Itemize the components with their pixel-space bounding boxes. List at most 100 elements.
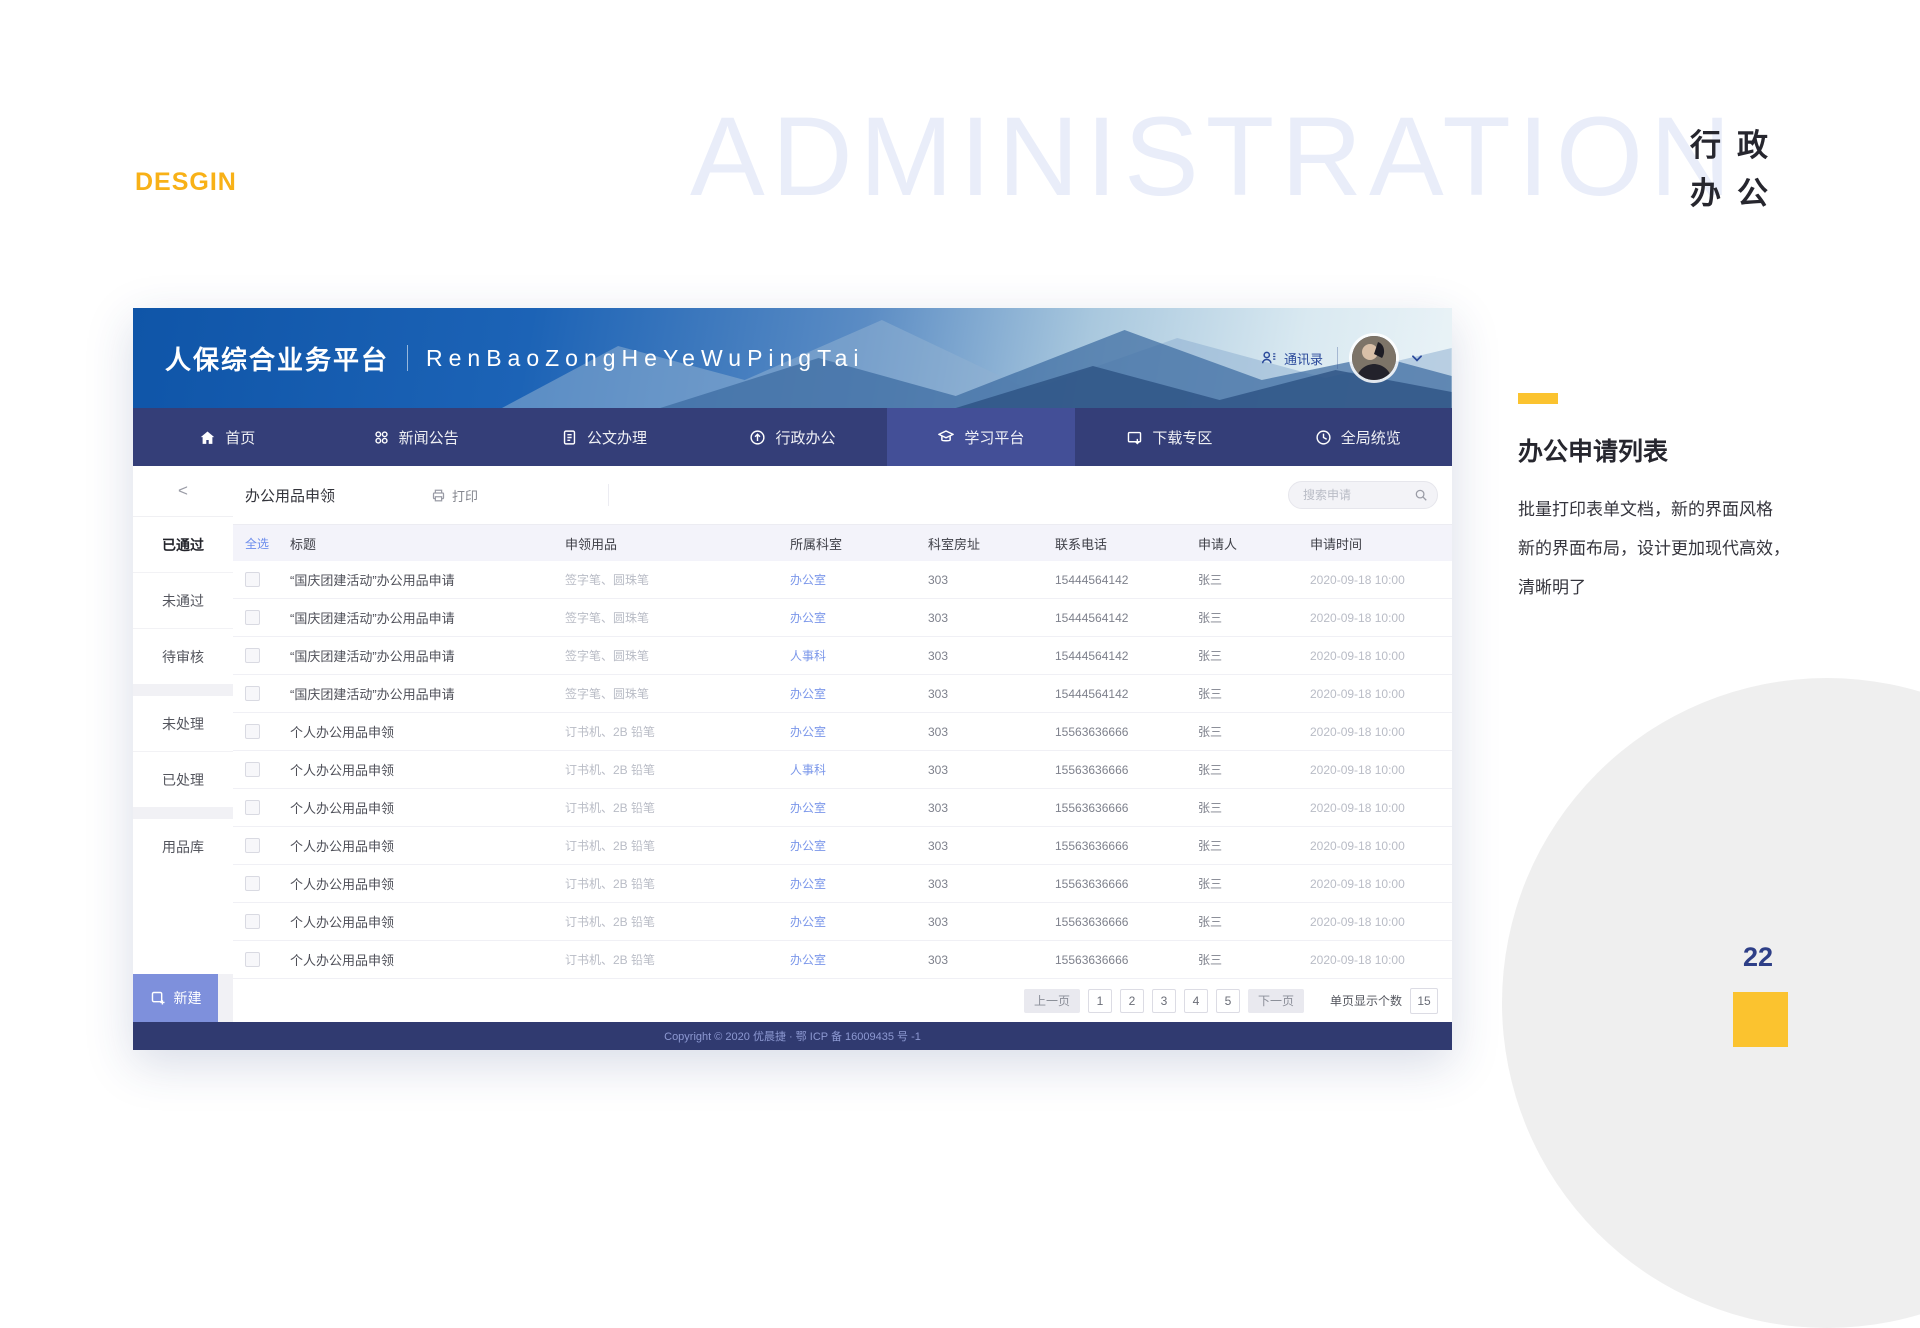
- table-row[interactable]: 个人办公用品申领 订书机、2B 铅笔 办公室 303 15563636666 张…: [233, 865, 1452, 903]
- page-button[interactable]: 1: [1087, 988, 1112, 1013]
- row-title: “国庆团建活动”办公用品申请: [290, 649, 455, 664]
- row-title: 个人办公用品申领: [290, 763, 395, 778]
- row-title: 个人办公用品申领: [290, 877, 395, 892]
- table-row[interactable]: 个人办公用品申领 订书机、2B 铅笔 办公室 303 15563636666 张…: [233, 827, 1452, 865]
- avatar[interactable]: [1352, 336, 1396, 380]
- row-room: 303: [928, 762, 949, 777]
- row-checkbox[interactable]: [245, 610, 260, 625]
- table-row[interactable]: 个人办公用品申领 订书机、2B 铅笔 办公室 303 15563636666 张…: [233, 789, 1452, 827]
- row-checkbox[interactable]: [245, 838, 260, 853]
- row-phone: 15444564142: [1055, 686, 1129, 701]
- nav-item-overview[interactable]: 全局统览: [1264, 408, 1452, 466]
- home-icon: [200, 430, 215, 444]
- row-applicant: 张三: [1198, 953, 1223, 967]
- nav-item-downloads[interactable]: 下载专区: [1075, 408, 1263, 466]
- table-row[interactable]: “国庆团建活动”办公用品申请 签字笔、圆珠笔 办公室 303 154445641…: [233, 561, 1452, 599]
- table-row[interactable]: 个人办公用品申领 订书机、2B 铅笔 办公室 303 15563636666 张…: [233, 713, 1452, 751]
- department-link[interactable]: 办公室: [790, 611, 827, 625]
- row-time: 2020-09-18 10:00: [1310, 952, 1405, 967]
- department-link[interactable]: 办公室: [790, 953, 827, 967]
- sidebar-item-rejected[interactable]: 未通过: [133, 573, 233, 629]
- select-all-link[interactable]: 全选: [245, 536, 270, 551]
- department-link[interactable]: 人事科: [790, 763, 827, 777]
- row-checkbox[interactable]: [245, 686, 260, 701]
- row-checkbox[interactable]: [245, 914, 260, 929]
- contacts-button[interactable]: 通讯录: [1260, 349, 1323, 368]
- row-checkbox[interactable]: [245, 724, 260, 739]
- sidebar-item-supplies[interactable]: 用品库: [162, 838, 204, 855]
- prev-page-button[interactable]: 上一页: [1023, 988, 1080, 1013]
- row-checkbox[interactable]: [245, 876, 260, 891]
- row-items: 签字笔、圆珠笔: [565, 649, 650, 663]
- department-link[interactable]: 人事科: [790, 649, 827, 663]
- corner-title: 行政 办公: [1690, 122, 1784, 218]
- sidebar-filler: [133, 874, 233, 974]
- per-page-value[interactable]: 15: [1410, 987, 1438, 1014]
- row-room: 303: [928, 876, 949, 891]
- row-title: 个人办公用品申领: [290, 839, 395, 854]
- copyright-footer: Copyright © 2020 优晨捷 · 鄂 ICP 备 16009435 …: [133, 1022, 1452, 1050]
- nav-item-home[interactable]: 首页: [133, 408, 321, 466]
- nav-item-documents[interactable]: 公文办理: [510, 408, 698, 466]
- grid-icon: [374, 430, 388, 444]
- app-header: 人保综合业务平台 RenBaoZongHeYeWuPingTai 通讯录: [133, 308, 1452, 408]
- department-link[interactable]: 办公室: [790, 687, 827, 701]
- nav-label: 行政办公: [775, 429, 836, 447]
- row-checkbox[interactable]: [245, 762, 260, 777]
- row-room: 303: [928, 724, 949, 739]
- row-items: 订书机、2B 铅笔: [565, 839, 656, 853]
- row-phone: 15563636666: [1055, 724, 1129, 739]
- row-title: 个人办公用品申领: [290, 915, 395, 930]
- page-button[interactable]: 4: [1183, 988, 1208, 1013]
- department-link[interactable]: 办公室: [790, 839, 827, 853]
- contacts-icon: [1261, 351, 1276, 364]
- table-row[interactable]: 个人办公用品申领 订书机、2B 铅笔 办公室 303 15563636666 张…: [233, 941, 1452, 979]
- row-checkbox[interactable]: [245, 572, 260, 587]
- page-button[interactable]: 2: [1119, 988, 1144, 1013]
- department-link[interactable]: 办公室: [790, 877, 827, 891]
- table-row[interactable]: 个人办公用品申领 订书机、2B 铅笔 人事科 303 15563636666 张…: [233, 751, 1452, 789]
- row-room: 303: [928, 610, 949, 625]
- header-divider: [1337, 347, 1338, 369]
- row-title: 个人办公用品申领: [290, 801, 395, 816]
- table-row[interactable]: “国庆团建活动”办公用品申请 签字笔、圆珠笔 办公室 303 154445641…: [233, 675, 1452, 713]
- table-row[interactable]: “国庆团建活动”办公用品申请 签字笔、圆珠笔 办公室 303 154445641…: [233, 599, 1452, 637]
- column-header-applicant: 申请人: [1198, 536, 1238, 552]
- department-link[interactable]: 办公室: [790, 801, 827, 815]
- sidebar-item-processed[interactable]: 已处理: [162, 771, 204, 788]
- printer-icon: [432, 489, 445, 501]
- sidebar-collapse-button[interactable]: <: [133, 466, 233, 517]
- page-button[interactable]: 5: [1215, 988, 1240, 1013]
- table-row[interactable]: 个人办公用品申领 订书机、2B 铅笔 办公室 303 15563636666 张…: [233, 903, 1452, 941]
- department-link[interactable]: 办公室: [790, 915, 827, 929]
- row-applicant: 张三: [1198, 687, 1223, 701]
- nav-label: 首页: [225, 429, 256, 447]
- sidebar-item-unprocessed[interactable]: 未处理: [133, 696, 233, 752]
- next-page-button[interactable]: 下一页: [1247, 988, 1304, 1013]
- table-row[interactable]: “国庆团建活动”办公用品申请 签字笔、圆珠笔 人事科 303 154445641…: [233, 637, 1452, 675]
- clock-icon: [1316, 429, 1331, 445]
- row-checkbox[interactable]: [245, 952, 260, 967]
- nav-label: 公文办理: [587, 429, 648, 447]
- nav-item-administration[interactable]: 行政办公: [698, 408, 886, 466]
- row-checkbox[interactable]: [245, 800, 260, 815]
- print-button[interactable]: 打印: [431, 486, 478, 505]
- page-button[interactable]: 3: [1151, 988, 1176, 1013]
- sidebar-item-approved[interactable]: 已通过: [133, 517, 233, 573]
- search-icon[interactable]: [1414, 488, 1428, 502]
- row-checkbox[interactable]: [245, 648, 260, 663]
- search-input[interactable]: [1288, 481, 1438, 509]
- nav-item-learning[interactable]: 学习平台: [886, 408, 1076, 466]
- row-applicant: 张三: [1198, 877, 1223, 891]
- nav-label: 学习平台: [964, 429, 1025, 447]
- row-time: 2020-09-18 10:00: [1310, 876, 1405, 891]
- chevron-down-icon[interactable]: [1410, 351, 1424, 365]
- department-link[interactable]: 办公室: [790, 573, 827, 587]
- info-desc-line1: 批量打印表单文档，新的界面风格: [1518, 500, 1773, 519]
- row-time: 2020-09-18 10:00: [1310, 686, 1405, 701]
- department-link[interactable]: 办公室: [790, 725, 827, 739]
- nav-item-news[interactable]: 新闻公告: [321, 408, 509, 466]
- sidebar-item-pending-review[interactable]: 待审核: [162, 648, 204, 665]
- table-rows: “国庆团建活动”办公用品申请 签字笔、圆珠笔 办公室 303 154445641…: [233, 561, 1452, 979]
- new-request-button[interactable]: 新建: [133, 974, 218, 1022]
